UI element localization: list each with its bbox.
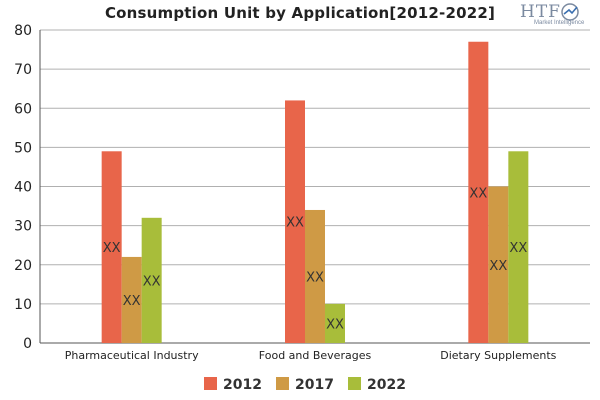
y-tick-label: 40: [14, 180, 32, 196]
bar-2012: [101, 151, 122, 343]
y-tick-label: 20: [14, 258, 32, 274]
legend-label: 2017: [295, 377, 334, 393]
data-label: XX: [469, 186, 487, 201]
y-tick-label: 30: [14, 219, 32, 235]
bar-2022: [141, 217, 162, 343]
y-tick-label: 60: [14, 101, 32, 117]
data-label: XX: [143, 274, 161, 289]
data-label: XX: [286, 216, 304, 231]
y-tick-label: 50: [14, 140, 32, 156]
x-tick-label: Pharmaceutical Industry: [65, 349, 199, 362]
y-tick-label: 10: [14, 297, 32, 313]
htf-logo: HTF Market Intelligence: [520, 2, 584, 30]
legend-label: 2022: [367, 377, 406, 393]
data-label: XX: [509, 241, 527, 256]
legend-swatch-2012: [204, 377, 217, 390]
logo-text: HTF: [520, 2, 561, 22]
legend-swatch-2017: [276, 377, 289, 390]
data-label: XX: [103, 241, 121, 256]
data-label: XX: [489, 259, 507, 274]
logo-subtext: Market Intelligence: [534, 20, 585, 26]
legend-swatch-2022: [348, 377, 361, 390]
bar-2022: [508, 151, 529, 343]
bar-2012: [285, 100, 305, 343]
x-tick-label: Food and Beverages: [259, 349, 372, 362]
x-tick-label: Dietary Supplements: [440, 349, 556, 362]
bar-2022: [325, 303, 345, 343]
bar-2012: [468, 41, 489, 344]
legend-label: 2012: [223, 377, 262, 393]
logo-globe-icon: [561, 3, 579, 21]
y-tick-label: 80: [14, 23, 32, 39]
y-tick-label: 0: [23, 336, 32, 352]
bar-2017: [121, 256, 142, 343]
bar-2017: [488, 186, 509, 343]
data-label: XX: [123, 294, 141, 309]
chart-title: Consumption Unit by Application[2012-202…: [104, 4, 496, 22]
data-label: XX: [306, 270, 324, 285]
data-label: XX: [326, 317, 344, 332]
bar-2017: [305, 209, 325, 343]
y-tick-label: 70: [14, 62, 32, 78]
